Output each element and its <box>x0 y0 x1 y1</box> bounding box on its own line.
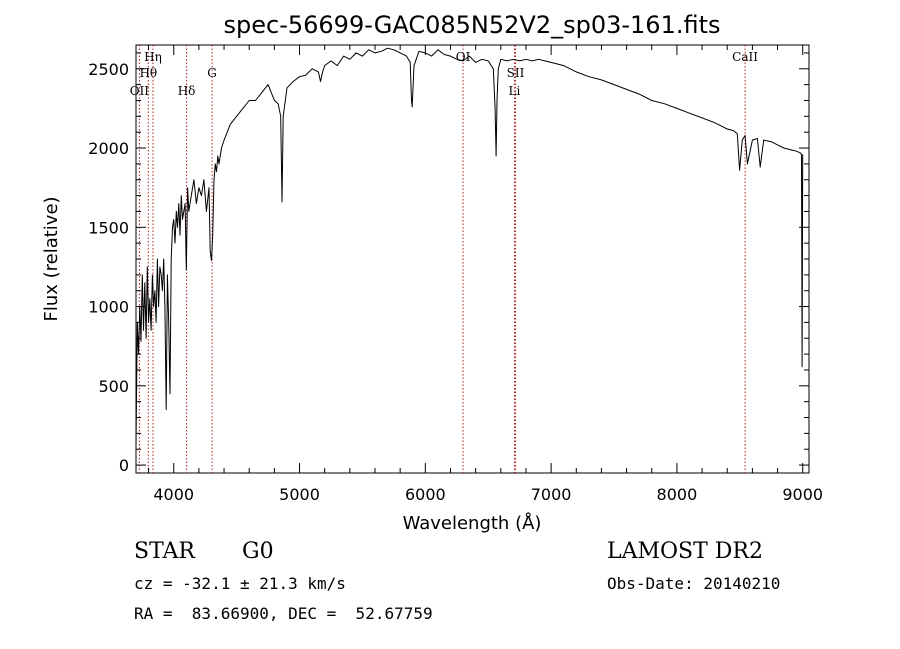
line-label-3: Hδ <box>178 84 196 98</box>
line-label-8: CaII <box>732 50 758 64</box>
x-tick-label-4: 8000 <box>657 485 698 504</box>
y-tick-label-4: 2000 <box>88 139 129 158</box>
y-tick-label-2: 1000 <box>88 298 129 317</box>
line-label-6: SII <box>507 66 525 80</box>
y-tick-label-5: 2500 <box>88 60 129 79</box>
plot-frame <box>135 44 810 474</box>
obs-date-label: Obs-Date: 20140210 <box>607 574 781 593</box>
y-axis-label: Flux (relative) <box>41 196 62 321</box>
x-tick-label-2: 6000 <box>405 485 446 504</box>
emission-line-markers: OII Hθ Hη Hδ G OI SII Li CaII <box>130 45 758 473</box>
line-label-1: Hθ <box>139 66 157 80</box>
radec-label: RA = 83.66900, DEC = 52.67759 <box>134 604 433 623</box>
line-label-5: OI <box>456 50 471 64</box>
spectrum-layer <box>135 47 804 447</box>
x-tick-label-3: 7000 <box>531 485 572 504</box>
y-tick-label-3: 1500 <box>88 218 129 237</box>
line-label-4: G <box>207 66 217 80</box>
chart-title: spec-56699-GAC085N52V2_sp03-161.fits <box>224 11 721 39</box>
class-type-label: STAR <box>134 539 195 564</box>
x-axis-label: Wavelength (Å) <box>403 512 542 534</box>
line-label-0: OII <box>130 84 150 98</box>
cz-label: cz = -32.1 ± 21.3 km/s <box>134 574 346 593</box>
x-tick-label-0: 4000 <box>153 485 194 504</box>
survey-label: LAMOST DR2 <box>607 539 763 564</box>
x-tick-label-5: 9000 <box>782 485 823 504</box>
line-label-2: Hη <box>144 50 162 64</box>
axis-ticks <box>136 45 809 473</box>
spectrum-line-0 <box>135 47 804 447</box>
y-tick-label-1: 500 <box>98 377 129 396</box>
tick-labels: 4000 5000 6000 7000 8000 9000 0 500 1000 1500 2000… <box>88 60 823 504</box>
x-tick-label-1: 5000 <box>279 485 320 504</box>
line-label-7: Li <box>508 84 520 98</box>
y-tick-label-0: 0 <box>119 456 129 475</box>
subclass-label: G0 <box>242 539 274 564</box>
